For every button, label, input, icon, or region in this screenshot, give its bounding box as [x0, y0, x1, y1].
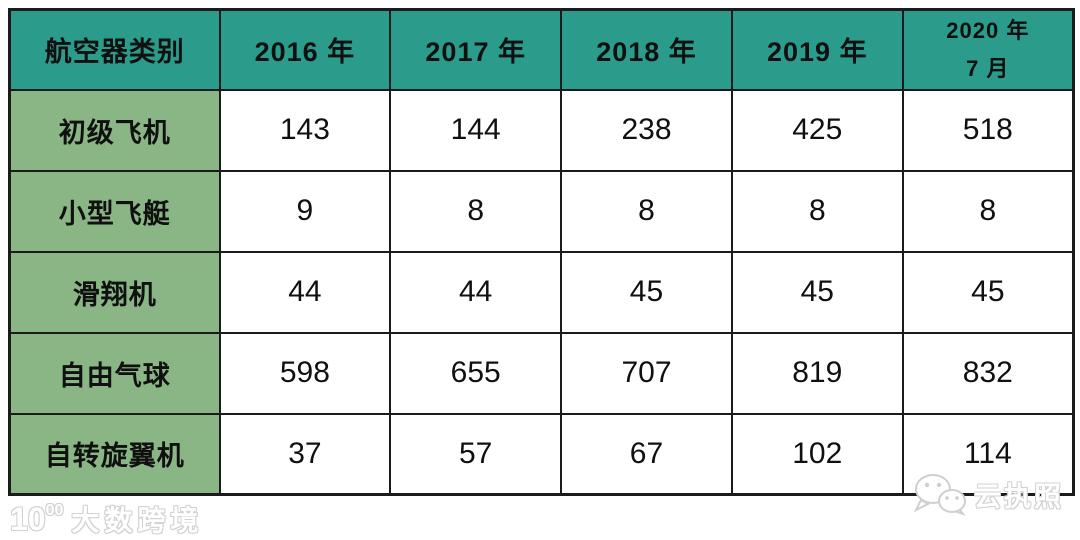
- header-row: 航空器类别 2016 年 2017 年 2018 年 2019 年 2020 年…: [8, 8, 1075, 91]
- data-cell: 832: [901, 331, 1075, 415]
- column-header-2017: 2017 年: [389, 8, 563, 91]
- row-label: 滑翔机: [8, 250, 221, 334]
- data-cell: 425: [730, 88, 904, 172]
- data-cell: 143: [218, 88, 392, 172]
- data-cell: 707: [560, 331, 733, 415]
- data-cell: 9: [218, 169, 392, 253]
- data-cell: 57: [389, 412, 563, 496]
- data-cell: 44: [389, 250, 563, 334]
- data-cell: 44: [218, 250, 392, 334]
- column-header-category: 航空器类别: [8, 8, 221, 91]
- data-cell: 8: [901, 169, 1075, 253]
- data-cell: 8: [730, 169, 904, 253]
- data-cell: 45: [730, 250, 904, 334]
- watermark-dashu-kuajing: 10 00 大数跨境: [10, 499, 203, 539]
- table-row: 自转旋翼机 37 57 67 102 114: [8, 412, 1075, 496]
- data-cell: 37: [218, 412, 392, 496]
- column-header-2019: 2019 年: [730, 8, 904, 91]
- row-label: 自转旋翼机: [8, 412, 221, 496]
- table-row: 滑翔机 44 44 45 45 45: [8, 250, 1075, 334]
- watermark-right-text: 云执照: [974, 481, 1064, 512]
- table-row: 初级飞机 143 144 238 425 518: [8, 88, 1075, 172]
- column-header-2018: 2018 年: [560, 8, 733, 91]
- table-row: 自由气球 598 655 707 819 832: [8, 331, 1075, 415]
- column-header-2020-july: 2020 年 7 月: [901, 8, 1075, 91]
- table-row: 小型飞艇 9 8 8 8 8: [8, 169, 1075, 253]
- data-cell: 45: [560, 250, 733, 334]
- row-label: 自由气球: [8, 331, 221, 415]
- data-cell: 102: [730, 412, 904, 496]
- data-cell: 238: [560, 88, 733, 172]
- watermark-yunzhizhao: 云执照: [912, 472, 1064, 516]
- data-cell: 598: [218, 331, 392, 415]
- data-cell: 8: [560, 169, 733, 253]
- data-cell: 45: [901, 250, 1075, 334]
- row-label: 初级飞机: [8, 88, 221, 172]
- data-cell: 655: [389, 331, 563, 415]
- aircraft-registration-table: 航空器类别 2016 年 2017 年 2018 年 2019 年 2020 年…: [8, 8, 1075, 496]
- data-cell: 819: [730, 331, 904, 415]
- column-header-2016: 2016 年: [218, 8, 392, 91]
- dashu-logo: 10 00: [10, 500, 64, 537]
- row-label: 小型飞艇: [8, 169, 221, 253]
- data-cell: 67: [560, 412, 733, 496]
- data-cell: 518: [901, 88, 1075, 172]
- data-cell: 144: [389, 88, 563, 172]
- watermark-left-text: 大数跨境: [71, 505, 204, 536]
- data-cell: 8: [389, 169, 563, 253]
- wechat-icon: [913, 474, 966, 516]
